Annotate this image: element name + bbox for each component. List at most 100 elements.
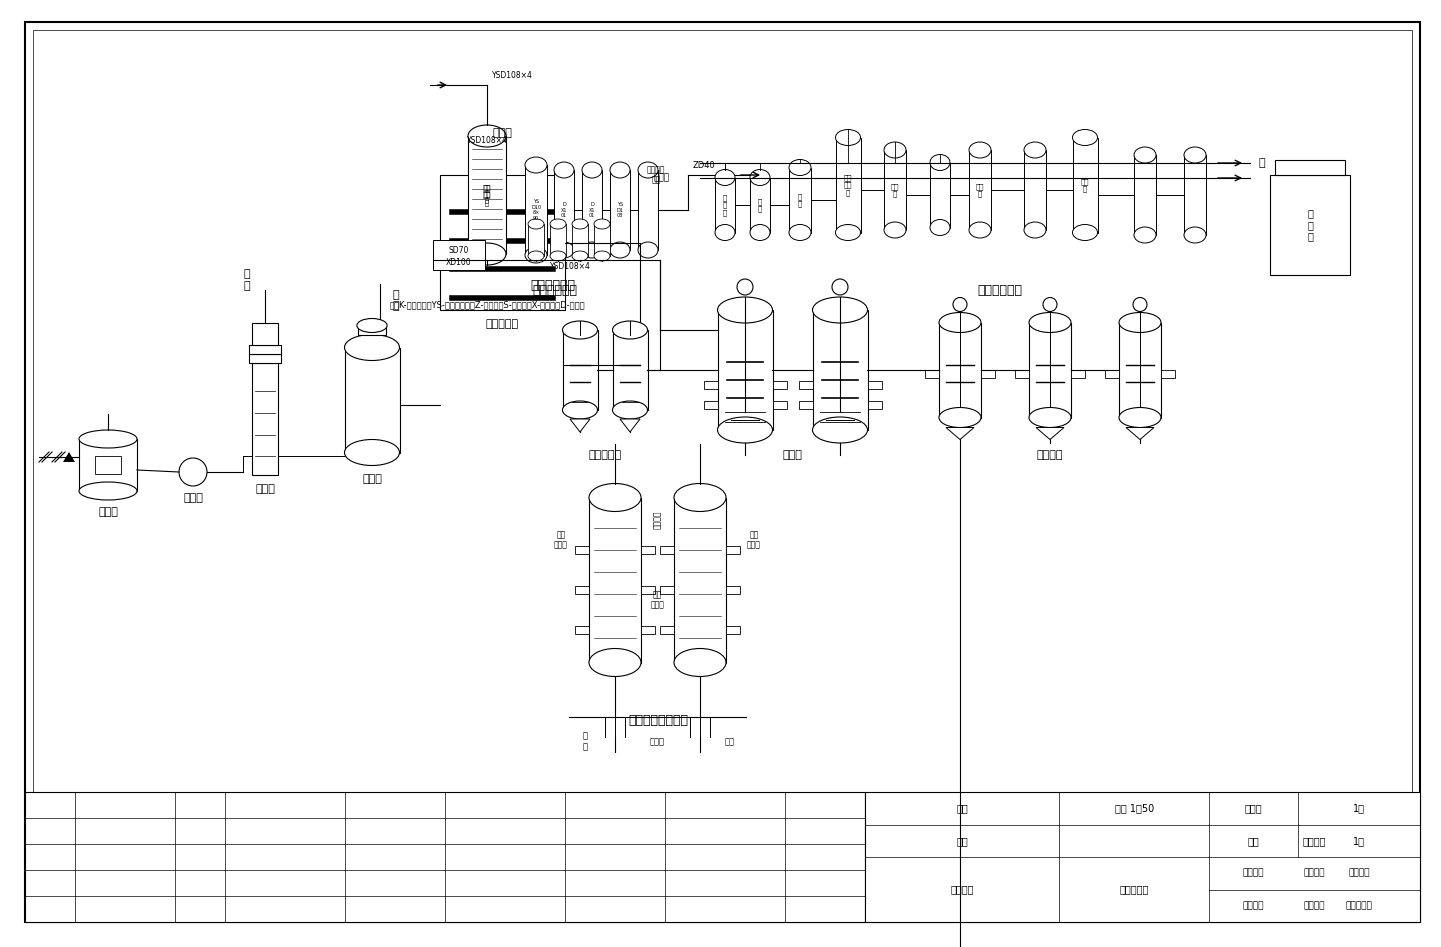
Polygon shape [945,427,974,439]
Bar [1025,150,1046,230]
Text: 脱盐
冲洗水: 脱盐 冲洗水 [650,590,664,610]
Bar [772,401,787,409]
Circle shape [1133,297,1147,312]
Ellipse shape [344,439,399,466]
Text: 液化
锅: 液化 锅 [1081,178,1089,192]
Bar [703,401,718,409]
Circle shape [736,279,754,295]
Bar [24,792,865,922]
Text: 维持罐: 维持罐 [362,474,382,485]
Bar [660,546,674,554]
Ellipse shape [1029,407,1071,427]
Ellipse shape [572,219,588,229]
Ellipse shape [468,243,506,265]
Text: YS
D10
8×
90: YS D10 8× 90 [530,199,540,222]
Text: 连消塔: 连消塔 [255,484,275,494]
Text: 压缩空气: 压缩空气 [653,510,661,529]
Bar [726,546,741,554]
Bar [359,326,386,334]
Bar [1185,155,1206,235]
Text: 空气过滤系统: 空气过滤系统 [533,283,578,296]
Text: 灭活
器: 灭活 器 [891,183,899,197]
Text: 清液: 清液 [725,737,735,746]
Ellipse shape [929,154,950,170]
Bar [1120,323,1161,418]
Ellipse shape [940,407,981,427]
Text: 碱
液: 碱 液 [758,198,762,212]
Text: ZD40: ZD40 [693,160,716,170]
Ellipse shape [968,142,991,158]
Ellipse shape [572,251,588,261]
Text: 日期: 日期 [957,803,968,813]
Ellipse shape [612,321,647,339]
Ellipse shape [468,125,506,147]
Text: 水蒸汽: 水蒸汽 [654,173,670,183]
Text: 糖化工艺流程: 糖化工艺流程 [977,283,1023,296]
Bar [252,323,278,345]
Text: 水: 水 [1258,158,1265,168]
Text: 空气
粗滤
器: 空气 粗滤 器 [483,186,491,205]
Polygon shape [63,452,75,462]
Bar [703,381,718,389]
Ellipse shape [610,242,630,258]
Ellipse shape [525,157,548,173]
Bar [925,370,940,378]
Bar [1029,323,1071,418]
Bar [641,586,656,594]
Bar [252,364,278,475]
Ellipse shape [836,130,860,146]
Bar [249,354,281,364]
Ellipse shape [718,417,772,443]
Bar [562,330,598,410]
Ellipse shape [1029,313,1071,332]
Text: 注：K-空气进管，YS-压缩空气管，Z-蒸汽管，S-上水管，X-排水管，D-管径。: 注：K-空气进管，YS-压缩空气管，Z-蒸汽管，S-上水管，X-排水管，D-管径… [391,300,585,310]
Bar [940,323,981,418]
Polygon shape [1125,427,1154,439]
Bar [1275,160,1344,175]
Text: 提取设备: 提取设备 [1036,450,1063,460]
Bar [929,163,950,227]
Text: 空气
精滤
器: 空气 精滤 器 [483,184,491,205]
Ellipse shape [718,297,772,323]
Ellipse shape [1185,227,1206,243]
Text: 工艺流程图: 工艺流程图 [1120,884,1148,895]
Bar [572,224,588,256]
Text: SD70: SD70 [448,245,470,255]
Ellipse shape [594,219,610,229]
Ellipse shape [582,162,602,178]
Text: 工程项目: 工程项目 [1303,836,1326,846]
Bar [553,170,574,250]
Bar [883,150,906,230]
Text: 审核: 审核 [957,836,968,846]
Polygon shape [571,419,589,432]
Ellipse shape [883,222,906,238]
Bar [610,170,630,250]
Text: 设计工种: 设计工种 [1304,868,1326,878]
Text: 放
汽: 放 汽 [393,290,399,312]
Ellipse shape [638,242,659,258]
Text: 比例 1：50: 比例 1：50 [1114,803,1154,813]
Text: 液化
底物
锅: 液化 底物 锅 [844,174,852,196]
Ellipse shape [550,219,566,229]
Text: 张数: 张数 [1248,836,1259,846]
Text: 蒸
汽: 蒸 汽 [244,269,251,291]
Ellipse shape [674,484,726,511]
Bar [575,586,589,594]
Ellipse shape [1120,407,1161,427]
Bar [726,586,741,594]
Text: YSD108×4: YSD108×4 [491,70,533,80]
Text: 连消泵: 连消泵 [183,493,203,503]
Ellipse shape [1072,130,1098,146]
Text: YSD108×4: YSD108×4 [549,261,591,271]
Ellipse shape [929,220,950,236]
Bar [813,310,867,430]
Text: 发酵罐: 发酵罐 [782,450,803,460]
Ellipse shape [968,222,991,238]
Bar [867,381,882,389]
Text: 空气过滤系统: 空气过滤系统 [530,278,575,292]
Bar [968,150,991,230]
Polygon shape [620,419,640,432]
Bar [582,170,602,250]
Ellipse shape [715,224,735,241]
Bar [527,224,545,256]
